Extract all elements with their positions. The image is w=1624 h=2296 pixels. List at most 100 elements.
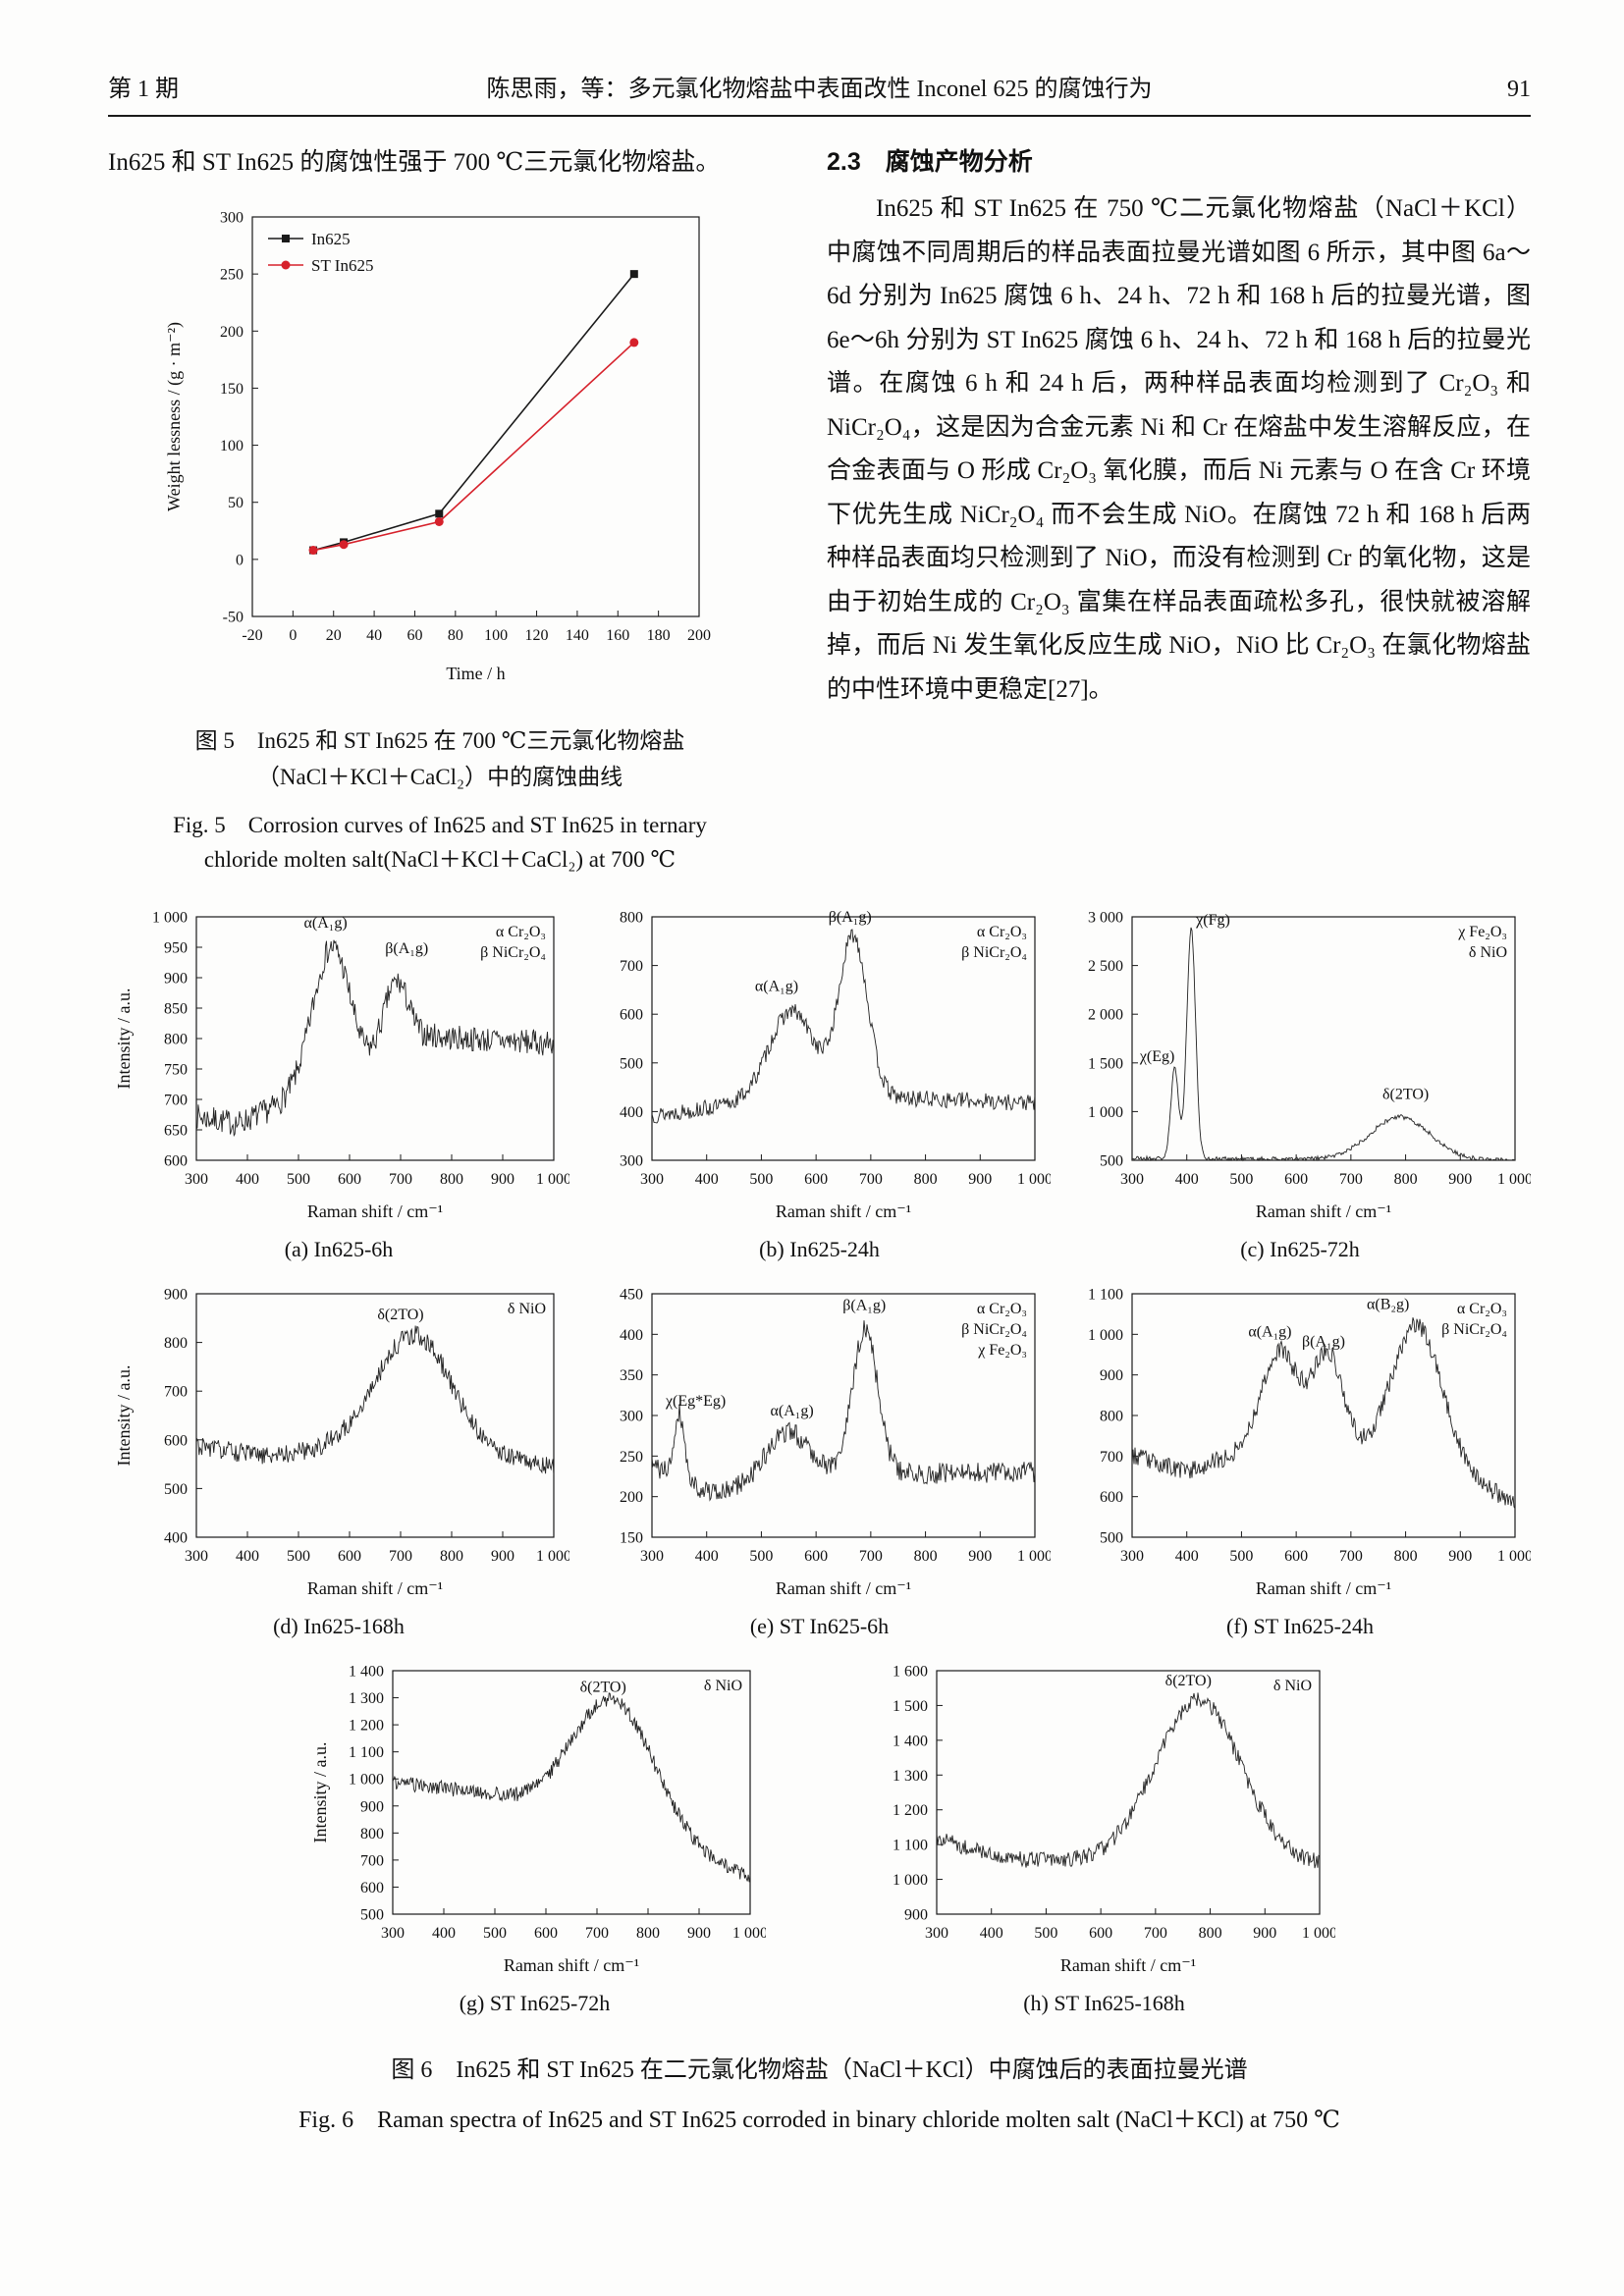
svg-text:2 000: 2 000 (1088, 1006, 1123, 1023)
svg-text:300: 300 (925, 1925, 948, 1942)
section-body: In625 和 ST In625 在 750 ℃二元氯化物熔盐（NaCl＋KCl… (827, 195, 1531, 703)
svg-text:α(A₁g): α(A₁g) (770, 1403, 813, 1419)
page-header: 第 1 期 陈思雨，等：多元氯化物熔盐中表面改性 Inconel 625 的腐蚀… (108, 69, 1531, 117)
svg-text:800: 800 (620, 909, 643, 926)
svg-text:Intensity / a.u.: Intensity / a.u. (310, 1741, 330, 1842)
figure6: 300 400 500 600 700 800 900 1 000 600 650 700 750 80… (108, 899, 1533, 2134)
svg-text:δ(2TO): δ(2TO) (1382, 1086, 1429, 1102)
svg-text:100: 100 (220, 438, 244, 454)
svg-text:400: 400 (432, 1925, 456, 1942)
svg-text:1 000: 1 000 (536, 1548, 569, 1565)
svg-text:1 000: 1 000 (1497, 1171, 1531, 1188)
svg-text:600: 600 (804, 1548, 828, 1565)
fig5-svg: -20 0 20 40 60 80 100 120 140 160 180 200 -50 0 50 100 1… (164, 210, 711, 684)
svg-text:700: 700 (164, 1383, 188, 1400)
svg-text:α Cr₂O₃: α Cr₂O₃ (1457, 1301, 1507, 1317)
raman-chart-e: 300 400 500 600 700 800 900 1 000 150 200 250 300 35… (589, 1276, 1053, 1610)
svg-text:1 300: 1 300 (349, 1690, 384, 1707)
svg-text:800: 800 (1198, 1925, 1221, 1942)
svg-text:400: 400 (164, 1529, 188, 1546)
svg-text:1 100: 1 100 (1088, 1286, 1123, 1303)
svg-text:900: 900 (968, 1548, 992, 1565)
subplot-caption-a: (a) In625-6h (284, 1236, 394, 1261)
subplot-caption-b: (b) In625-24h (759, 1236, 880, 1261)
svg-text:1 100: 1 100 (349, 1744, 384, 1761)
svg-text:600: 600 (164, 1152, 188, 1169)
svg-text:In625: In625 (311, 230, 351, 248)
svg-text:900: 900 (968, 1171, 992, 1188)
raman-b-svg: 300 400 500 600 700 800 900 1 000 300 400 500 600 70… (620, 909, 1053, 1221)
svg-text:300: 300 (640, 1548, 664, 1565)
svg-text:60: 60 (406, 627, 422, 644)
svg-text:180: 180 (646, 627, 670, 644)
svg-text:300: 300 (1120, 1171, 1144, 1188)
svg-text:Weight lessness / (g · m⁻²): Weight lessness / (g · m⁻²) (164, 322, 185, 511)
svg-text:400: 400 (236, 1171, 259, 1188)
figure5-caption-cn-line1: 图 5 In625 和 ST In625 在 700 ℃三元氯化物熔盐 (194, 728, 685, 753)
left-column: In625 和 ST In625 的腐蚀性强于 700 ℃三元氯化物熔盐。 -2… (108, 142, 772, 878)
svg-text:800: 800 (1394, 1171, 1418, 1188)
svg-text:600: 600 (620, 1006, 643, 1023)
svg-text:250: 250 (620, 1449, 643, 1466)
svg-text:900: 900 (1448, 1548, 1472, 1565)
svg-text:500: 500 (1229, 1171, 1253, 1188)
raman-subplot-f: 300 400 500 600 700 800 900 1 000 500 600 700 800 90… (1069, 1276, 1533, 1639)
svg-text:600: 600 (804, 1171, 828, 1188)
svg-text:300: 300 (220, 210, 244, 227)
svg-text:Raman shift / cm⁻¹: Raman shift / cm⁻¹ (503, 1955, 638, 1975)
svg-text:20: 20 (325, 627, 341, 644)
raman-g-svg: 300 400 500 600 700 800 900 1 000 500 600 700 800 90… (310, 1663, 768, 1975)
svg-text:α Cr₂O₃: α Cr₂O₃ (496, 924, 546, 940)
svg-text:400: 400 (694, 1171, 718, 1188)
svg-text:500: 500 (287, 1171, 310, 1188)
svg-text:50: 50 (228, 495, 244, 511)
subplot-caption-e: (e) ST In625-6h (749, 1613, 890, 1638)
svg-text:400: 400 (694, 1548, 718, 1565)
svg-text:1 000: 1 000 (732, 1925, 766, 1942)
svg-text:1 000: 1 000 (1088, 1104, 1123, 1121)
svg-text:500: 500 (1229, 1548, 1253, 1565)
svg-text:500: 500 (483, 1925, 507, 1942)
svg-text:600: 600 (1089, 1925, 1112, 1942)
svg-text:200: 200 (220, 324, 244, 341)
svg-text:900: 900 (1448, 1171, 1472, 1188)
svg-text:300: 300 (185, 1171, 208, 1188)
raman-a-svg: 300 400 500 600 700 800 900 1 000 600 650 700 750 80… (114, 909, 571, 1221)
figure5-caption-en-line2: chloride molten salt(NaCl＋KCl＋CaCl₂) at … (203, 847, 677, 873)
svg-text:800: 800 (913, 1171, 937, 1188)
svg-text:300: 300 (185, 1548, 208, 1565)
svg-text:1 000: 1 000 (893, 1872, 928, 1889)
svg-text:Raman shift / cm⁻¹: Raman shift / cm⁻¹ (775, 1578, 910, 1598)
subplot-caption-c: (c) In625-72h (1240, 1236, 1360, 1261)
svg-text:100: 100 (484, 627, 508, 644)
svg-text:1 000: 1 000 (152, 909, 188, 926)
svg-text:900: 900 (904, 1906, 928, 1923)
svg-text:800: 800 (164, 1031, 188, 1047)
svg-text:500: 500 (360, 1906, 384, 1923)
svg-text:β(A₁g): β(A₁g) (385, 940, 428, 957)
svg-text:Raman shift / cm⁻¹: Raman shift / cm⁻¹ (307, 1201, 443, 1221)
svg-text:80: 80 (447, 627, 462, 644)
svg-text:400: 400 (1175, 1548, 1199, 1565)
svg-text:800: 800 (913, 1548, 937, 1565)
svg-text:α(B₂g): α(B₂g) (1367, 1296, 1409, 1312)
two-column-body: In625 和 ST In625 的腐蚀性强于 700 ℃三元氯化物熔盐。 -2… (108, 142, 1531, 878)
svg-text:800: 800 (636, 1925, 660, 1942)
svg-text:1 200: 1 200 (349, 1717, 384, 1734)
svg-text:Raman shift / cm⁻¹: Raman shift / cm⁻¹ (307, 1578, 443, 1598)
svg-text:600: 600 (1284, 1548, 1308, 1565)
svg-text:600: 600 (360, 1880, 384, 1896)
section-heading: 2.3 腐蚀产物分析 (827, 148, 1033, 176)
svg-text:500: 500 (620, 1055, 643, 1072)
svg-text:140: 140 (565, 627, 588, 644)
svg-text:1 000: 1 000 (1497, 1548, 1531, 1565)
svg-text:200: 200 (620, 1489, 643, 1506)
figure5: -20 0 20 40 60 80 100 120 140 160 180 200 -50 0 50 100 1… (108, 199, 772, 695)
svg-text:χ(Eg): χ(Eg) (1139, 1048, 1175, 1065)
raman-d-svg: 300 400 500 600 700 800 900 1 000 400 500 600 700 80… (114, 1286, 571, 1598)
figure5-caption-cn-line2: （NaCl＋KCl＋CaCl₂）中的腐蚀曲线 (256, 765, 623, 790)
raman-chart-f: 300 400 500 600 700 800 900 1 000 500 600 700 800 90… (1069, 1276, 1533, 1610)
svg-text:δ(2TO): δ(2TO) (579, 1679, 625, 1695)
raman-e-svg: 300 400 500 600 700 800 900 1 000 150 200 250 300 35… (620, 1286, 1053, 1598)
